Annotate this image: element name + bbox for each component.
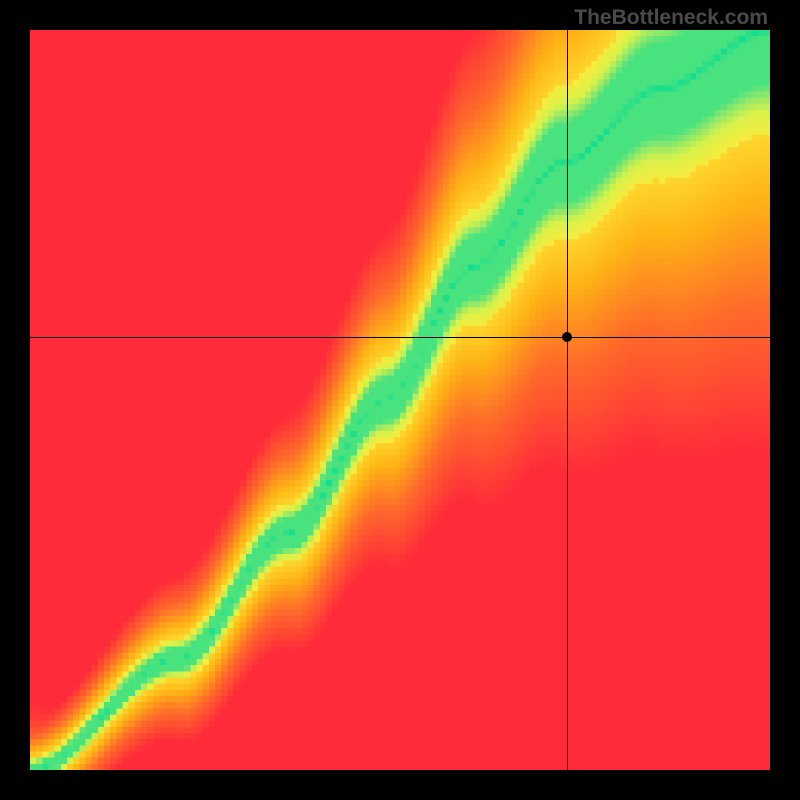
selection-marker — [562, 332, 572, 342]
heatmap-plot — [30, 30, 770, 770]
heatmap-canvas — [30, 30, 770, 770]
watermark-text: TheBottleneck.com — [574, 6, 768, 30]
crosshair-vertical — [567, 30, 568, 770]
crosshair-horizontal — [30, 337, 770, 338]
